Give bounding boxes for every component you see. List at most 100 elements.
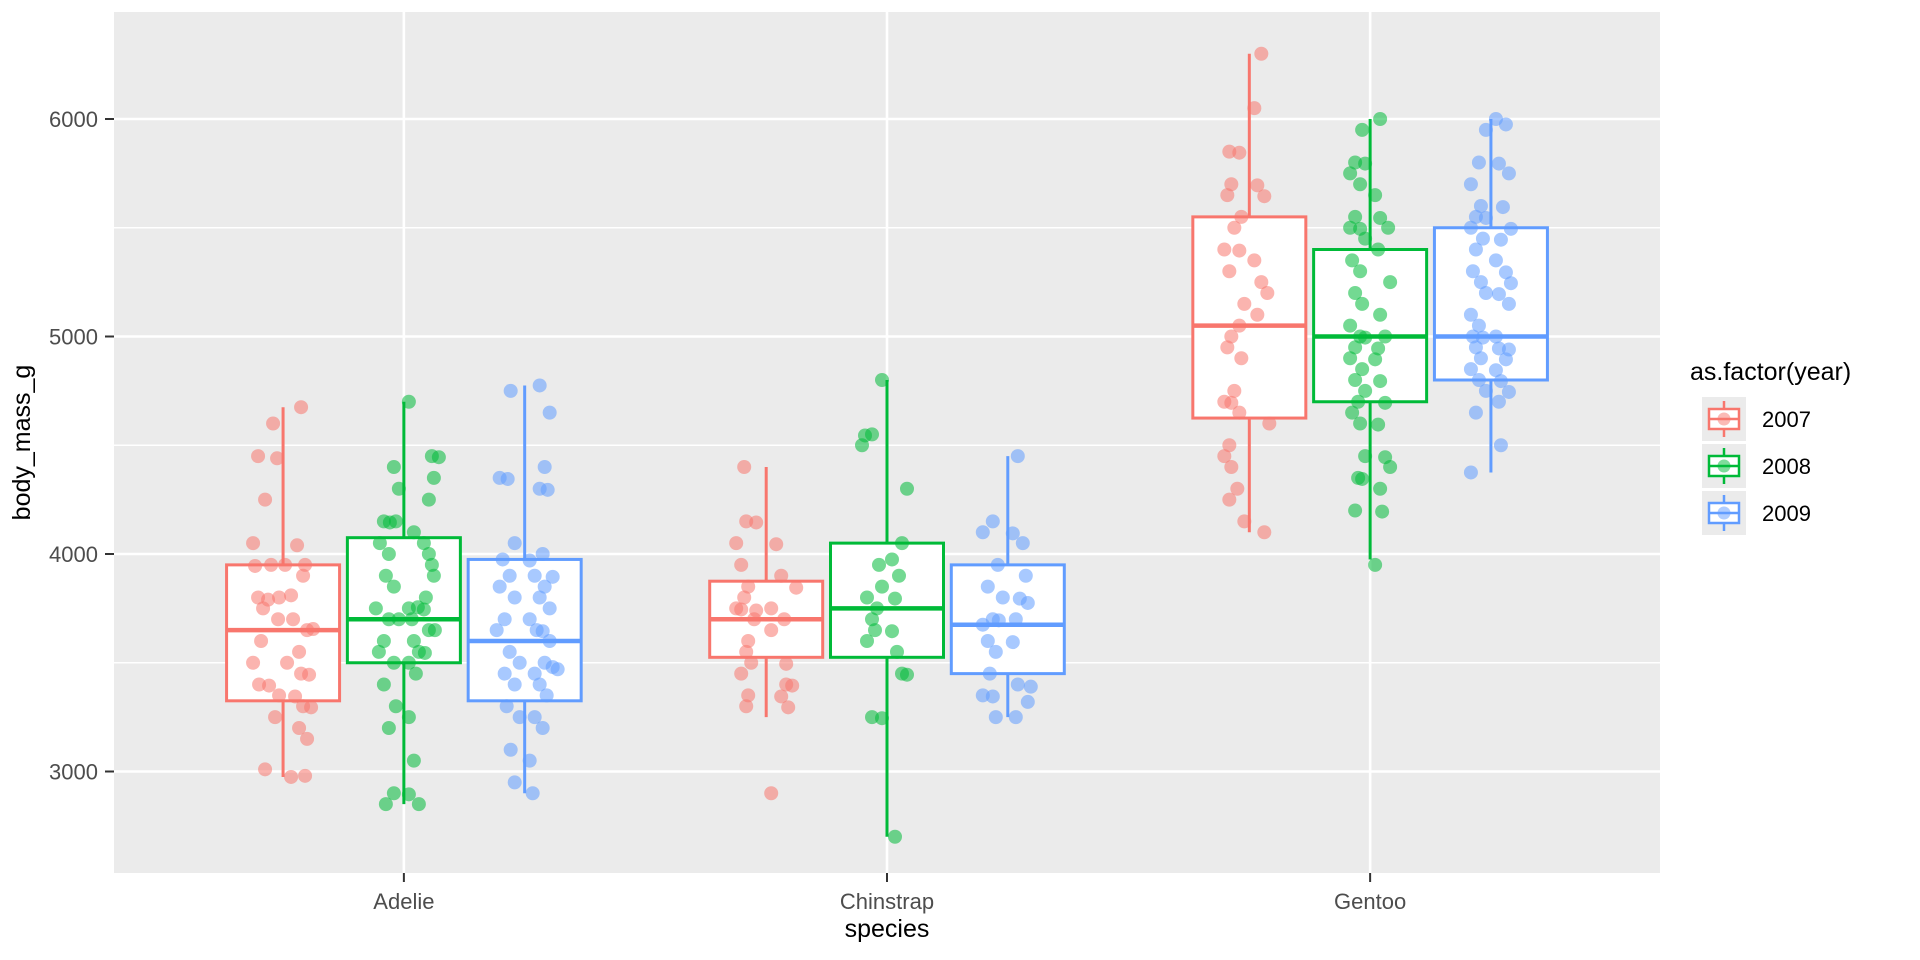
data-point — [895, 536, 909, 551]
data-point — [885, 552, 899, 567]
data-point — [1478, 210, 1493, 225]
data-point — [888, 591, 902, 606]
data-point — [500, 471, 515, 486]
data-point — [502, 568, 517, 583]
data-point — [1473, 275, 1488, 290]
data-point — [284, 769, 299, 784]
data-point — [507, 590, 522, 605]
data-point — [1358, 383, 1373, 398]
data-point — [860, 590, 874, 605]
data-point — [401, 710, 416, 725]
data-point — [1232, 405, 1247, 420]
data-point — [1222, 492, 1237, 507]
data-point — [292, 644, 307, 659]
data-point — [749, 515, 764, 530]
data-point — [507, 536, 522, 551]
data-point — [266, 416, 281, 431]
data-point — [1493, 438, 1508, 453]
legend-key-2009 — [1702, 491, 1746, 535]
data-point — [1501, 384, 1516, 399]
data-point — [1234, 209, 1249, 224]
data-point — [764, 601, 779, 616]
data-point — [875, 711, 889, 726]
data-point — [426, 470, 441, 485]
data-point — [1355, 471, 1370, 486]
data-point — [1368, 557, 1383, 572]
data-point — [1493, 374, 1508, 389]
box-iqr — [1312, 248, 1429, 404]
data-point — [386, 579, 401, 594]
data-point — [372, 536, 387, 551]
data-point — [1491, 287, 1506, 302]
data-point — [1254, 46, 1269, 61]
data-point — [1355, 296, 1370, 311]
data-point — [418, 590, 433, 605]
data-point — [503, 383, 518, 398]
data-point — [741, 688, 756, 703]
data-point — [298, 768, 313, 783]
data-point — [1371, 242, 1386, 257]
data-point — [1473, 199, 1488, 213]
data-point — [270, 451, 285, 466]
data-point — [988, 710, 1003, 725]
data-point — [1475, 231, 1490, 246]
data-point — [368, 601, 383, 616]
data-point — [545, 569, 560, 584]
jitter-points-chinstrap-2007 — [729, 460, 804, 801]
box-iqr — [1191, 215, 1308, 420]
data-point — [290, 538, 305, 553]
data-point — [1373, 374, 1388, 389]
data-point — [503, 742, 518, 757]
data-point — [537, 460, 552, 474]
data-point — [424, 557, 439, 572]
data-point — [1373, 307, 1388, 322]
data-point — [1232, 145, 1247, 160]
data-point — [286, 612, 301, 627]
data-point — [734, 666, 749, 681]
data-point — [1495, 200, 1510, 215]
data-point — [1501, 166, 1516, 181]
legend-title: as.factor(year) — [1690, 358, 1851, 386]
data-point — [401, 394, 416, 409]
data-point — [1368, 188, 1383, 203]
jitter-points-adelie-2007 — [246, 400, 321, 784]
data-point — [258, 492, 273, 507]
data-point — [779, 656, 794, 671]
data-point — [990, 557, 1005, 572]
data-point — [1020, 694, 1035, 709]
data-point — [1473, 351, 1488, 366]
data-point — [785, 678, 800, 693]
data-point — [411, 797, 426, 812]
data-point — [262, 678, 277, 693]
data-point — [416, 536, 431, 551]
data-point — [417, 645, 432, 660]
data-point — [246, 655, 261, 670]
data-point — [522, 612, 537, 627]
data-point — [371, 644, 386, 659]
data-point — [734, 602, 749, 617]
data-point — [1250, 178, 1265, 193]
data-point — [1348, 373, 1363, 387]
data-point — [1345, 405, 1360, 420]
data-point — [391, 481, 406, 496]
data-point — [272, 688, 287, 703]
data-point — [535, 721, 550, 735]
data-point — [431, 450, 446, 465]
data-point — [537, 579, 552, 594]
data-point — [739, 699, 754, 714]
data-point — [294, 400, 309, 415]
data-point — [280, 655, 295, 670]
data-point — [502, 644, 517, 659]
data-point — [1468, 242, 1483, 257]
data-point — [789, 580, 804, 595]
data-point — [985, 514, 1000, 529]
data-point — [872, 557, 886, 572]
data-point — [1463, 307, 1478, 322]
data-point — [1471, 373, 1486, 387]
data-point — [1010, 449, 1025, 464]
data-point — [416, 602, 431, 617]
data-point — [1254, 275, 1269, 290]
data-point — [855, 438, 869, 453]
data-point — [885, 624, 899, 639]
data-point — [1498, 265, 1513, 280]
